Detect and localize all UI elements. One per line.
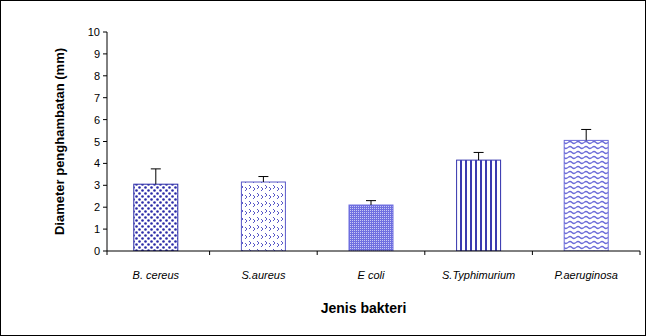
- y-tick: [103, 163, 107, 164]
- x-tick: [640, 251, 641, 255]
- y-tick: [103, 32, 107, 33]
- bars: [134, 129, 608, 251]
- y-tick: [103, 53, 107, 54]
- y-tick: [103, 75, 107, 76]
- y-tick: [103, 141, 107, 142]
- x-tick: [317, 251, 318, 255]
- y-tick: [103, 185, 107, 186]
- x-tick: [424, 251, 425, 255]
- chart: 0 1 2 3 4 5 6 7 8 9 10 B. cereus S.aureus E coli S.Typ…: [0, 0, 646, 336]
- x-axis: [107, 251, 640, 252]
- error-line: [478, 152, 479, 160]
- x-tick: [107, 251, 108, 255]
- y-tick-label: 3: [94, 179, 100, 191]
- error-bar: [366, 201, 376, 205]
- y-tick-label: 10: [88, 26, 100, 38]
- y-tick-label: 8: [94, 70, 100, 82]
- error-bar: [474, 152, 484, 160]
- y-tick-label: 5: [94, 136, 100, 148]
- y-tick-label: 2: [94, 201, 100, 213]
- outer-frame: [1, 1, 646, 336]
- error-cap: [581, 129, 591, 130]
- y-tick-label: 0: [94, 245, 100, 257]
- y-tick: [103, 229, 107, 230]
- y-tick-label: 6: [94, 114, 100, 126]
- error-cap: [151, 168, 161, 169]
- x-tick-label: S.Typhimurium: [442, 269, 515, 281]
- x-tick-label: B. cereus: [133, 269, 180, 281]
- x-tick-label: P.aeruginosa: [554, 269, 617, 281]
- bar: [134, 184, 178, 251]
- y-tick-label: 1: [94, 223, 100, 235]
- y-axis-label: Diameter penghambatan (mm): [52, 48, 67, 235]
- x-tick-label: E coli: [358, 269, 385, 281]
- y-tick: [103, 97, 107, 98]
- x-tick-label: S.aureus: [241, 269, 286, 281]
- bar: [349, 205, 393, 251]
- error-line: [155, 169, 156, 184]
- error-cap: [474, 152, 484, 153]
- bar: [241, 182, 285, 251]
- bar: [564, 140, 608, 251]
- error-cap: [258, 176, 268, 177]
- x-axis-label: Jenis bakteri: [321, 300, 407, 316]
- y-tick: [103, 119, 107, 120]
- y-tick-label: 7: [94, 92, 100, 104]
- y-tick-label: 9: [94, 48, 100, 60]
- error-bar: [151, 169, 161, 184]
- error-bar: [581, 129, 591, 140]
- y-tick-label: 4: [94, 157, 100, 169]
- x-tick: [209, 251, 210, 255]
- y-tick: [103, 251, 107, 252]
- x-tick: [532, 251, 533, 255]
- error-line: [263, 177, 264, 182]
- error-cap: [366, 200, 376, 201]
- error-line: [586, 129, 587, 140]
- bar: [457, 160, 501, 251]
- y-tick: [103, 207, 107, 208]
- error-bar: [258, 177, 268, 182]
- error-line: [371, 201, 372, 205]
